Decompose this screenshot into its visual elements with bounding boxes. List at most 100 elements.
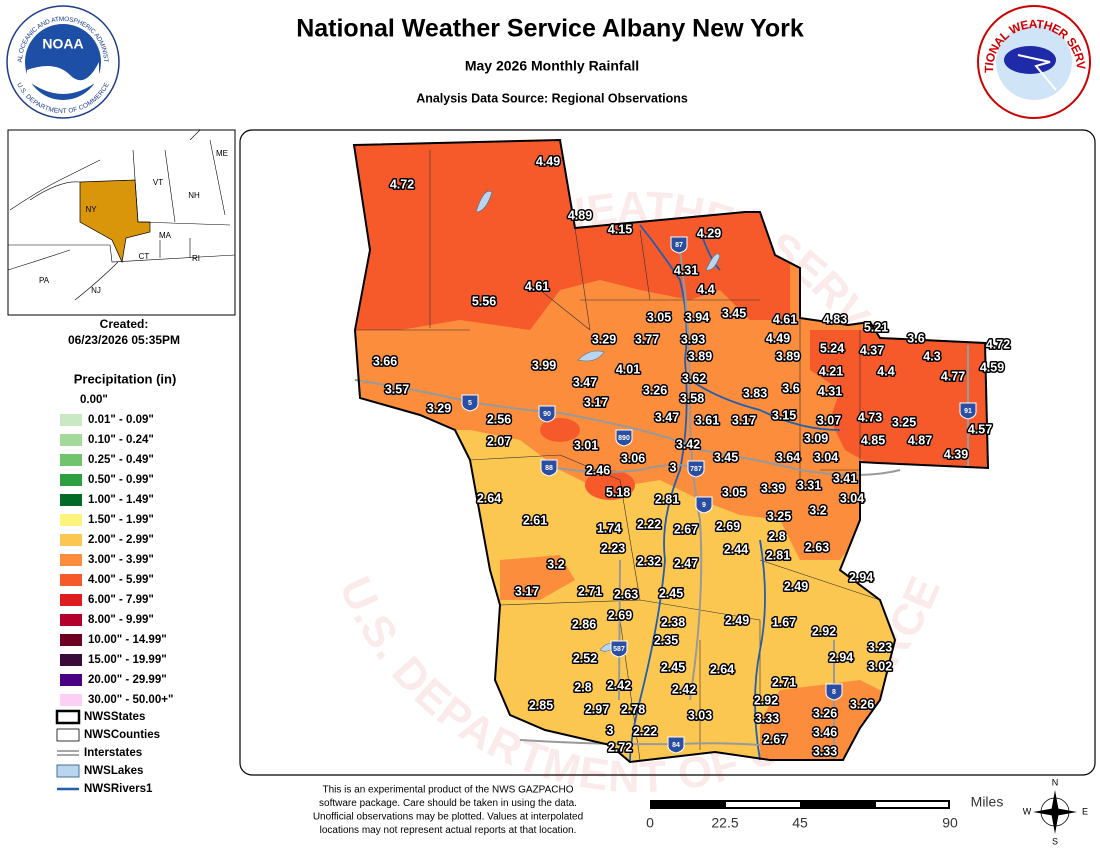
station-value: 2.49 [725,613,749,627]
shield [540,459,558,477]
scale-bar: Miles 0 22.5 45 90 [646,794,1003,831]
legend-label: 8.00" - 9.99" [88,614,154,626]
station-value: 3.47 [573,375,597,389]
legend-label: 3.00" - 3.99" [88,554,154,566]
station-value: 3.2 [547,557,564,571]
station-value: 3.61 [695,413,719,427]
state-label: PA [39,276,50,285]
legend-label: 0.01" - 0.09" [88,414,154,426]
shield [610,640,628,658]
station-value: 3.29 [427,401,451,415]
compass-letter: S [1052,836,1058,846]
layer-symbol [56,764,80,778]
noaa-logo: NOAA NATIONAL OCEANIC AND ATMOSPHERIC AD… [0,0,120,119]
station-value: 3.45 [722,306,746,320]
legend-swatch [60,634,82,646]
station-value: 3.15 [772,408,796,422]
station-value: 4.49 [536,154,560,168]
station-value: 3.33 [755,711,779,725]
station-value: 2.52 [573,651,597,665]
station-value: 3.06 [621,451,645,465]
layer-label: NWSRivers1 [84,783,153,795]
state-label: NY [85,205,97,214]
station-value: 3.23 [868,640,892,654]
station-value: 4.49 [766,331,790,345]
station-value: 4.83 [823,312,847,326]
state-label: ME [216,149,228,158]
station-value: 4.73 [858,410,882,424]
disclaimer-line: This is an experimental product of the N… [322,785,573,796]
station-value: 3.83 [743,386,767,400]
station-value: 2.92 [754,693,778,707]
station-value: 2.32 [637,554,661,568]
station-value: 5.24 [820,341,844,355]
station-value: 2.71 [578,584,602,598]
station-value: 2.94 [849,570,873,584]
station-value: 3.62 [682,371,706,385]
station-value: 4.37 [860,343,884,357]
legend-swatch [60,534,82,546]
scale-tick-label: 22.5 [711,815,738,831]
legend-swatch [60,414,82,426]
legend-label: 1.00" - 1.49" [88,494,154,506]
station-value: 1.67 [772,615,796,629]
station-value: 3.99 [532,358,556,372]
station-value: 3.25 [767,509,791,523]
station-value: 3.46 [813,725,837,739]
station-value: 2.38 [661,615,685,629]
scale-tick-label: 45 [792,815,808,831]
shield [695,496,713,514]
shield-number: 5 [468,400,472,407]
shield [959,402,977,420]
legend-swatch [60,674,82,686]
station-value: 4.59 [980,360,1004,374]
legend-label: 6.00" - 7.99" [88,594,154,606]
shield [615,429,633,447]
noaa-text: NOAA [42,36,83,52]
legend-label: 1.50" - 1.99" [88,514,154,526]
station-value: 2.44 [724,542,748,556]
station-value: 2.72 [608,740,632,754]
legend-swatch [60,694,82,706]
station-value: 3.89 [688,349,712,363]
station-value: 3.33 [813,744,837,758]
station-value: 3.89 [776,349,800,363]
station-value: 2.35 [654,633,678,647]
compass-letter: N [1052,777,1059,787]
station-value: 3.77 [635,332,659,346]
station-value: 3.17 [732,413,756,427]
station-value: 2.86 [572,617,596,631]
legend-swatch [60,454,82,466]
station-value: 3.29 [592,332,616,346]
station-value: 4.3 [923,349,940,363]
station-value: 2.67 [674,522,698,536]
shield-number: 787 [690,466,702,473]
station-value: 3.41 [833,471,857,485]
shield [687,460,705,478]
station-value: 4.57 [968,422,992,436]
station-value: 3.02 [868,659,892,673]
station-value: 2.78 [621,702,645,716]
station-value: 3.25 [892,415,916,429]
shield-number: 90 [543,411,551,418]
station-value: 3.57 [385,382,409,396]
legend-label: 4.00" - 5.99" [88,574,154,586]
compass-letter: W [1023,806,1032,816]
station-value: 2.46 [586,463,610,477]
inset-map: ME VT NH NY MA CT RI PA NJ [7,129,236,316]
legend-label: 15.00" - 19.99" [88,654,167,666]
legend-label: 0.00" [80,394,108,406]
station-value: 3.47 [655,410,679,424]
disclaimer-line: Unofficial observations may be plotted. … [313,812,583,823]
station-value: 3.01 [574,438,598,452]
station-value: 4.61 [773,312,797,326]
station-value: 2.22 [633,724,657,738]
footer: This is an experimental product of the N… [313,785,583,837]
station-value: 2.97 [585,702,609,716]
station-value: 2.69 [716,519,740,533]
station-value: 2.63 [805,540,829,554]
state-label: RI [192,254,200,263]
station-value: 4.01 [616,362,640,376]
station-value: 4.29 [697,226,721,240]
